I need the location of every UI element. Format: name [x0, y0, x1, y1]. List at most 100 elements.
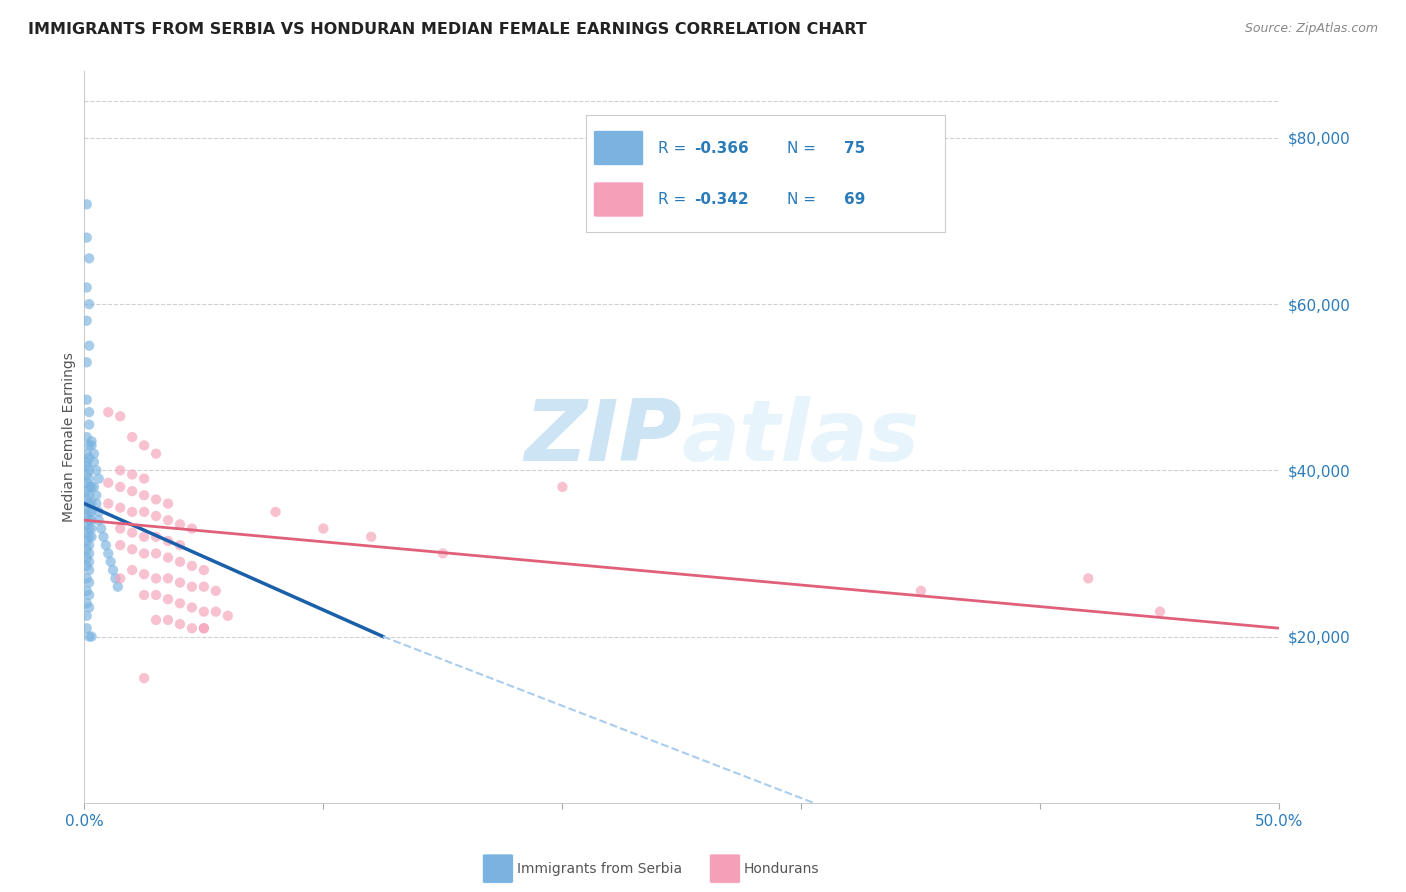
Point: [121, 467, 143, 482]
Point: [360, 530, 382, 544]
Point: [76, 314, 98, 328]
Point: [76, 542, 98, 557]
Point: [77, 472, 100, 486]
FancyBboxPatch shape: [710, 854, 741, 883]
Point: [86, 463, 108, 477]
Point: [910, 583, 932, 598]
Point: [77, 297, 100, 311]
Point: [145, 492, 167, 507]
Point: [77, 630, 100, 644]
Point: [157, 497, 180, 511]
Point: [157, 592, 180, 607]
Point: [121, 542, 143, 557]
Point: [77, 538, 100, 552]
Point: [76, 475, 98, 490]
Point: [97, 405, 120, 419]
Point: [110, 463, 132, 477]
Point: [90, 521, 112, 535]
Text: ZIP: ZIP: [524, 395, 682, 479]
Point: [145, 613, 167, 627]
Point: [132, 472, 156, 486]
Point: [193, 621, 215, 635]
FancyBboxPatch shape: [482, 854, 513, 883]
Point: [157, 533, 180, 548]
Point: [80, 530, 103, 544]
Point: [121, 484, 143, 499]
Point: [169, 517, 191, 532]
Point: [169, 538, 191, 552]
Point: [83, 455, 105, 469]
Point: [76, 608, 98, 623]
Point: [132, 567, 156, 582]
Point: [193, 605, 215, 619]
Point: [97, 475, 120, 490]
Point: [80, 438, 103, 452]
Point: [76, 525, 98, 540]
Point: [87, 513, 110, 527]
Point: [77, 338, 100, 352]
Point: [86, 488, 108, 502]
Point: [76, 230, 98, 244]
Text: atlas: atlas: [682, 395, 920, 479]
Point: [76, 197, 98, 211]
Point: [93, 530, 115, 544]
Point: [193, 580, 215, 594]
Point: [77, 555, 100, 569]
Point: [121, 525, 143, 540]
Point: [76, 392, 98, 407]
Point: [217, 608, 239, 623]
Point: [110, 538, 132, 552]
Point: [157, 613, 180, 627]
Point: [121, 505, 143, 519]
Point: [76, 533, 98, 548]
Point: [193, 621, 215, 635]
Point: [77, 252, 100, 266]
Point: [76, 571, 98, 585]
Point: [77, 600, 100, 615]
Point: [76, 492, 98, 507]
Point: [132, 505, 156, 519]
Point: [83, 480, 105, 494]
Point: [169, 555, 191, 569]
Point: [80, 521, 103, 535]
Point: [181, 580, 204, 594]
Point: [76, 280, 98, 294]
Point: [77, 480, 100, 494]
Point: [132, 488, 156, 502]
Point: [110, 571, 132, 585]
Point: [169, 617, 191, 632]
Point: [432, 546, 454, 560]
Point: [77, 513, 100, 527]
Point: [145, 588, 167, 602]
Point: [76, 550, 98, 565]
Point: [77, 405, 100, 419]
Point: [80, 513, 103, 527]
Point: [100, 555, 122, 569]
Point: [80, 630, 103, 644]
Point: [77, 546, 100, 560]
Point: [1149, 605, 1171, 619]
Point: [205, 605, 228, 619]
Point: [181, 621, 204, 635]
Point: [145, 530, 167, 544]
Point: [76, 596, 98, 610]
Point: [76, 467, 98, 482]
Point: [77, 488, 100, 502]
Point: [169, 575, 191, 590]
Point: [132, 671, 156, 685]
Text: Source: ZipAtlas.com: Source: ZipAtlas.com: [1244, 22, 1378, 36]
Point: [77, 438, 100, 452]
Point: [76, 517, 98, 532]
Point: [76, 455, 98, 469]
Point: [145, 546, 167, 560]
Point: [110, 500, 132, 515]
Point: [77, 563, 100, 577]
Point: [110, 409, 132, 424]
Point: [157, 513, 180, 527]
Point: [76, 430, 98, 444]
Point: [181, 558, 204, 573]
Point: [76, 484, 98, 499]
Point: [77, 521, 100, 535]
Point: [80, 497, 103, 511]
Text: IMMIGRANTS FROM SERBIA VS HONDURAN MEDIAN FEMALE EARNINGS CORRELATION CHART: IMMIGRANTS FROM SERBIA VS HONDURAN MEDIA…: [28, 22, 868, 37]
